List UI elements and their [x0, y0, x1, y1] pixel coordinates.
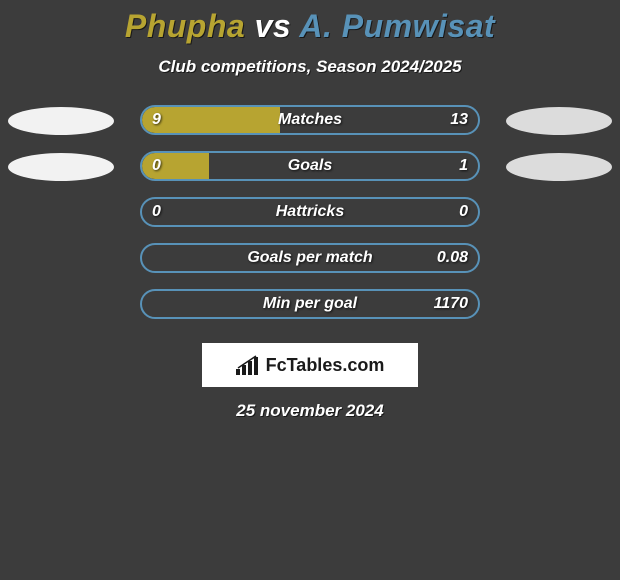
stat-bar: 0 0Hattricks — [140, 197, 480, 227]
logo-text: FcTables.com — [266, 355, 385, 376]
stat-value-right: 0.08 — [437, 245, 468, 271]
stat-bar: 913Matches — [140, 105, 480, 135]
stat-bar: 0.08Goals per match — [140, 243, 480, 273]
stats-rows: 913Matches01Goals00Hattricks0.08Goals pe… — [0, 105, 620, 321]
stat-value-left: 0 — [152, 199, 161, 225]
stat-value-left: 9 — [152, 107, 161, 133]
date-label: 25 november 2024 — [0, 401, 620, 421]
stat-value-right: 13 — [450, 107, 468, 133]
stat-value-right: 1 — [459, 153, 468, 179]
player1-name: Phupha — [125, 8, 245, 44]
stat-label: Goals per match — [142, 245, 478, 271]
player2-name: A. Pumwisat — [299, 8, 495, 44]
stat-value-right: 1170 — [434, 291, 468, 317]
page-title: Phupha vs A. Pumwisat — [0, 8, 620, 45]
bar-chart-icon — [236, 355, 260, 375]
stat-label: Min per goal — [142, 291, 478, 317]
subtitle: Club competitions, Season 2024/2025 — [0, 57, 620, 77]
stat-bar: 01Goals — [140, 151, 480, 181]
player1-marker — [8, 153, 114, 181]
stat-row: 01Goals — [0, 151, 620, 183]
stat-bar-fill — [142, 107, 280, 133]
player2-marker — [506, 107, 612, 135]
vs-separator: vs — [255, 8, 292, 44]
stat-row: 1170Min per goal — [0, 289, 620, 321]
stat-row: 0.08Goals per match — [0, 243, 620, 275]
stat-row: 0 0Hattricks — [0, 197, 620, 229]
source-logo: FcTables.com — [202, 343, 418, 387]
stat-row: 913Matches — [0, 105, 620, 137]
stat-value-right: 0 — [459, 199, 468, 225]
player2-marker — [506, 153, 612, 181]
stat-value-left: 0 — [152, 153, 161, 179]
player1-marker — [8, 107, 114, 135]
stat-label: Hattricks — [142, 199, 478, 225]
comparison-card: Phupha vs A. Pumwisat Club competitions,… — [0, 0, 620, 421]
stat-bar: 1170Min per goal — [140, 289, 480, 319]
